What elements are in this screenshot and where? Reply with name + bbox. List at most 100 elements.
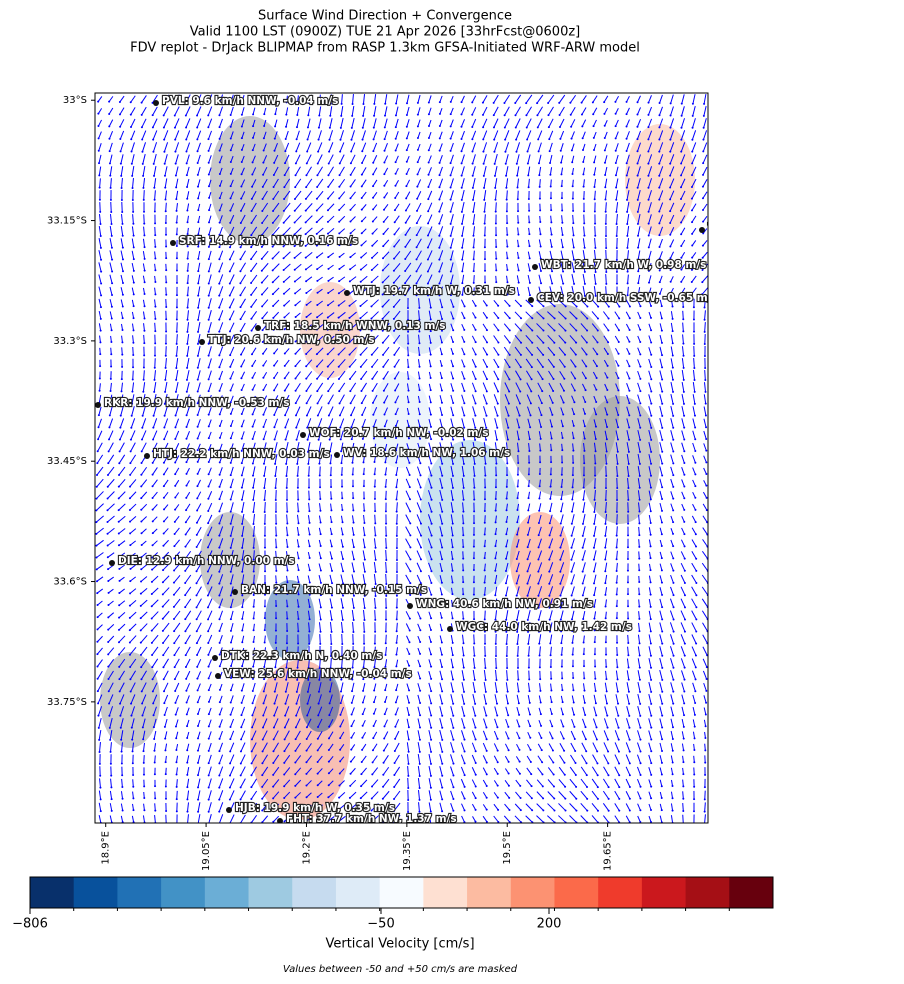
wind-arrow [219, 226, 223, 236]
wind-arrow [253, 538, 255, 548]
wind-arrow-head [693, 390, 696, 393]
wind-arrow [174, 504, 180, 510]
wind-arrow [285, 430, 289, 440]
wind-arrow-head [427, 198, 430, 201]
wind-arrow [482, 335, 488, 343]
wind-arrow-head [360, 208, 363, 211]
wind-arrow-head [229, 125, 232, 128]
wind-arrow [494, 154, 498, 164]
wind-arrow-head [261, 305, 264, 308]
wind-arrow [659, 358, 663, 368]
wind-arrow-head [605, 462, 608, 465]
wind-arrow-head [175, 378, 178, 381]
wind-arrow [350, 240, 356, 246]
wind-arrow [186, 203, 190, 211]
wind-arrow-head [306, 438, 309, 441]
wind-arrow-head [537, 150, 540, 153]
wind-arrow [108, 131, 114, 139]
wind-arrow-head [296, 113, 299, 116]
wind-arrow-head [338, 244, 341, 247]
wind-arrow [483, 202, 487, 212]
wind-arrow [493, 106, 499, 116]
wind-arrow [450, 311, 454, 319]
wind-arrow-head [185, 162, 188, 165]
wind-arrow-head [308, 521, 311, 524]
wind-arrow-head [516, 485, 519, 488]
wind-arrow [340, 562, 344, 572]
wind-arrow [130, 95, 136, 103]
wind-arrow-head [305, 389, 308, 392]
wind-arrow-head [151, 114, 154, 117]
wind-arrow [484, 551, 486, 559]
wind-arrow [340, 106, 344, 116]
wind-arrow-head [462, 581, 465, 584]
wind-arrow-head [604, 498, 607, 501]
wind-arrow [461, 262, 465, 272]
wind-arrow-head [362, 461, 365, 464]
wind-arrow [120, 154, 124, 164]
wind-arrow-head [661, 498, 664, 501]
wind-arrow [98, 323, 102, 331]
wind-arrow-head [394, 401, 397, 404]
wind-arrow-head [394, 196, 397, 199]
wind-arrow [184, 598, 192, 608]
wind-arrow [680, 202, 686, 212]
wind-arrow-head [272, 174, 275, 177]
wind-arrow-head [636, 198, 639, 201]
wind-arrow-head [374, 570, 377, 573]
wind-arrow-head [528, 209, 531, 212]
wind-arrow [350, 394, 356, 404]
wind-arrow-head [474, 353, 477, 356]
wind-arrow-head [494, 222, 497, 225]
wind-arrow-head [175, 198, 178, 201]
wind-arrow [427, 286, 433, 296]
wind-arrow [482, 118, 488, 128]
wind-arrow [283, 239, 291, 247]
wind-arrow [682, 310, 684, 320]
wind-arrow-head [570, 546, 573, 549]
wind-arrow-head [517, 438, 520, 441]
wind-arrow-head [560, 498, 563, 501]
wind-arrow [549, 167, 553, 175]
wind-arrow [648, 358, 652, 368]
wind-arrow-head [306, 126, 309, 129]
wind-arrow [230, 598, 234, 608]
wind-arrow [140, 611, 148, 619]
wind-arrow [338, 358, 346, 368]
wind-arrow [109, 213, 113, 225]
wind-arrow-head [175, 366, 178, 369]
wind-arrow [208, 310, 212, 320]
wind-arrow-head [196, 460, 199, 463]
wind-arrow [295, 394, 301, 404]
wind-arrow [340, 442, 344, 452]
wind-arrow [330, 491, 332, 499]
wind-arrow [174, 527, 180, 535]
wind-arrow-head [350, 414, 353, 417]
wind-arrow [439, 550, 443, 560]
wind-arrow-head [616, 462, 619, 465]
wind-arrow-head [150, 593, 153, 596]
wind-arrow-head [121, 293, 124, 296]
wind-arrow-head [153, 354, 156, 357]
wind-arrow [349, 264, 357, 270]
wind-arrow [582, 131, 586, 139]
wind-arrow-head [581, 546, 584, 549]
wind-arrow [405, 191, 411, 199]
wind-arrow-head [108, 162, 111, 165]
wind-arrow [439, 442, 443, 452]
wind-arrow-head [162, 556, 165, 559]
wind-arrow-head [692, 318, 695, 321]
wind-arrow [262, 383, 268, 391]
wind-arrow-head [165, 281, 168, 284]
wind-arrow-head [218, 449, 221, 452]
wind-arrow [108, 576, 114, 582]
wind-arrow [196, 503, 202, 511]
wind-arrow-head [661, 438, 664, 441]
wind-arrow [593, 611, 597, 619]
wind-arrow [582, 262, 586, 272]
wind-arrow [559, 586, 565, 596]
wind-arrow-head [559, 606, 562, 609]
wind-arrow-head [151, 520, 154, 523]
wind-arrow [681, 346, 685, 356]
wind-arrow-head [650, 305, 653, 308]
